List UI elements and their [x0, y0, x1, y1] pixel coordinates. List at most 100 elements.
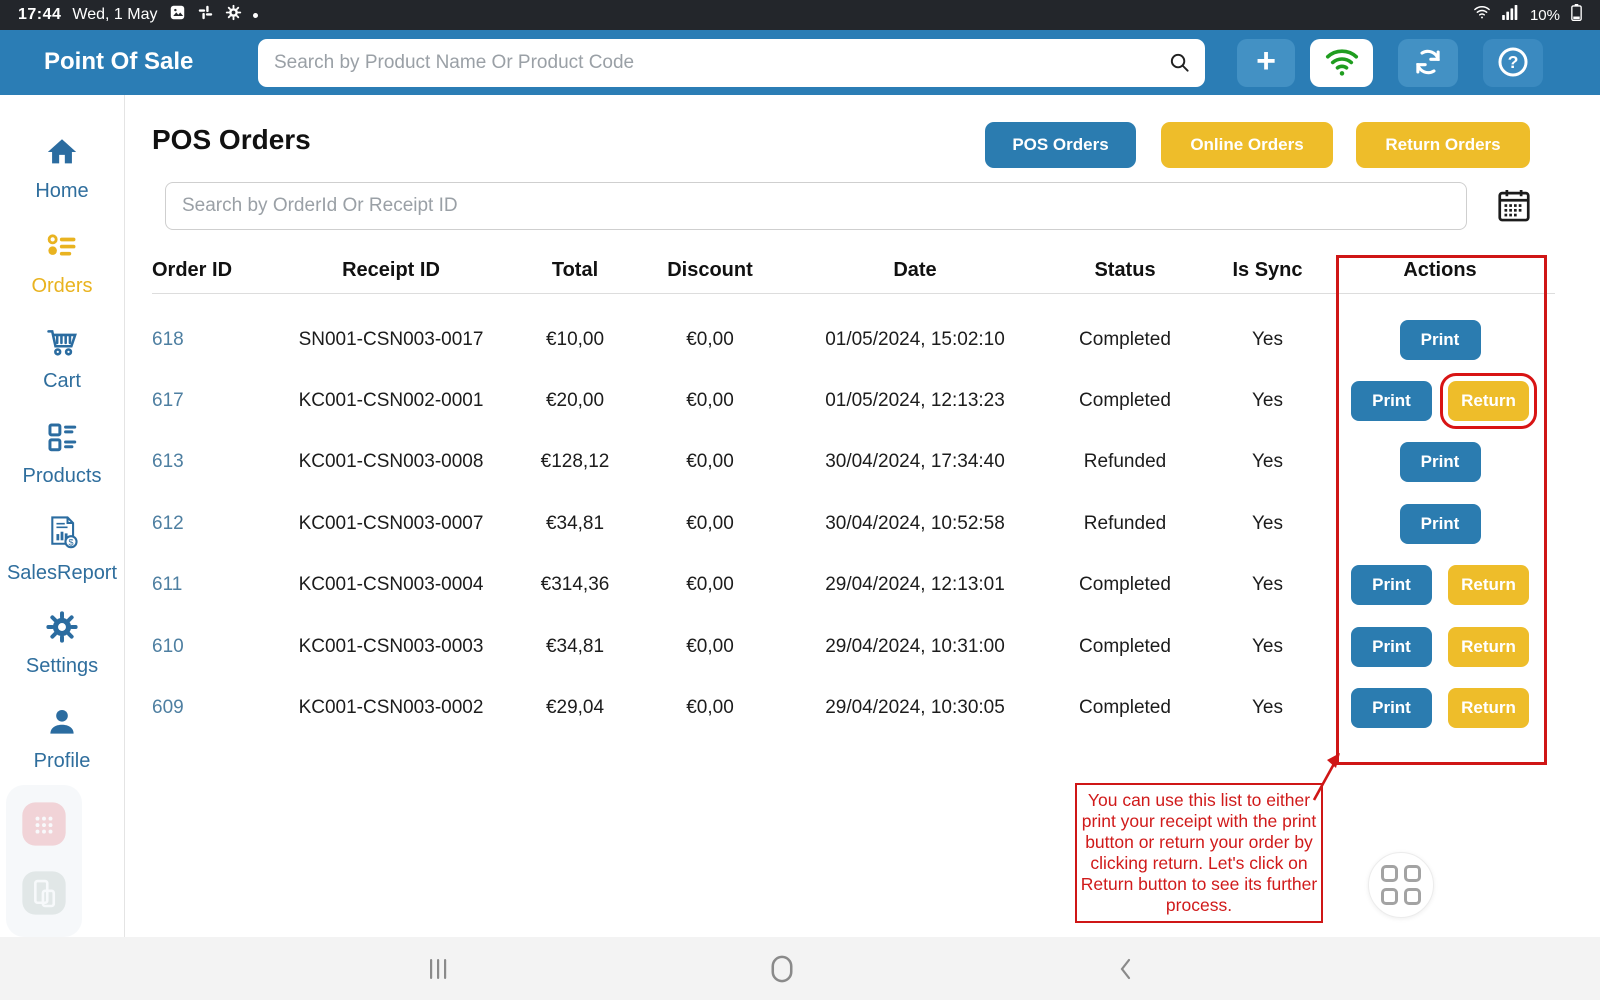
- wifi-green-icon: [1324, 47, 1360, 80]
- add-button[interactable]: +: [1237, 39, 1295, 87]
- tab-return-orders[interactable]: Return Orders: [1356, 122, 1530, 168]
- settings-gear-icon: [45, 610, 79, 649]
- table-row: 618 SN001-CSN003-0017 €10,00 €0,00 01/05/202…: [152, 309, 1555, 370]
- order-id-link[interactable]: 610: [152, 635, 184, 657]
- order-id-link[interactable]: 611: [152, 574, 183, 596]
- order-id-link[interactable]: 618: [152, 328, 184, 350]
- status-date: Wed, 1 May: [72, 6, 158, 23]
- table-row: 612 KC001-CSN003-0007 €34,81 €0,00 30/04/202…: [152, 493, 1555, 554]
- column-header: Order ID: [152, 259, 233, 281]
- sidebar-item-cart[interactable]: Cart: [0, 311, 125, 406]
- battery-icon: [1571, 4, 1582, 26]
- sidebar-label: SalesReport: [6, 561, 118, 584]
- actions-cell: Print: [1325, 442, 1555, 483]
- date-cell: 29/04/2024, 12:13:01: [825, 574, 1005, 596]
- column-header: Receipt ID: [342, 259, 440, 281]
- sidebar-item-orders[interactable]: Orders: [0, 216, 125, 311]
- discount-cell: €0,00: [686, 451, 734, 473]
- column-header: Actions: [1403, 259, 1477, 281]
- status-cell: Completed: [1079, 697, 1171, 719]
- sidebar-item-products[interactable]: Products: [0, 406, 125, 501]
- return-button[interactable]: Return: [1448, 688, 1529, 729]
- sidebar-label: Cart: [43, 369, 81, 392]
- app-header: Point Of Sale + ?: [0, 30, 1600, 95]
- table-header-row: Order ID Receipt ID Total Discount Date Statu…: [152, 248, 1555, 294]
- total-cell: €34,81: [545, 512, 605, 534]
- home-icon: [45, 135, 79, 174]
- table-row: 617 KC001-CSN002-0001 €20,00 €0,00 01/05/202…: [152, 370, 1555, 431]
- battery-percent: 10%: [1529, 6, 1560, 24]
- orders-icon: [45, 230, 79, 269]
- sync-button[interactable]: [1398, 39, 1458, 87]
- print-button[interactable]: Print: [1351, 688, 1432, 729]
- table-row: 610 KC001-CSN003-0003 €34,81 €0,00 29/04/202…: [152, 616, 1555, 677]
- print-button[interactable]: Print: [1399, 442, 1481, 483]
- return-button[interactable]: Return: [1440, 373, 1537, 430]
- sidebar-item-salesreport[interactable]: $ SalesReport: [0, 501, 125, 596]
- order-id-link[interactable]: 617: [152, 390, 184, 412]
- tutorial-note: You can use this list to either print yo…: [1075, 783, 1323, 923]
- total-cell: €20,00: [545, 390, 605, 412]
- recents-button[interactable]: [398, 937, 478, 1000]
- return-button[interactable]: Return: [1448, 626, 1529, 667]
- add-button-label: +: [1256, 42, 1276, 80]
- products-icon: [45, 420, 79, 459]
- back-button[interactable]: [1086, 937, 1166, 1000]
- home-nav-button[interactable]: [742, 937, 822, 1000]
- sidebar-label: Settings: [25, 654, 99, 677]
- actions-cell: Print: [1325, 503, 1555, 544]
- product-search-input[interactable]: [258, 39, 1205, 87]
- wifi-connection-button[interactable]: [1310, 39, 1373, 87]
- actions-cell: Print Return: [1325, 626, 1555, 667]
- sidebar-item-home[interactable]: Home: [0, 121, 125, 216]
- actions-cell: Print: [1325, 319, 1555, 360]
- gear-notification-icon: [225, 4, 242, 26]
- screen-recorder-overlay[interactable]: [6, 785, 82, 937]
- is-sync-cell: Yes: [1252, 574, 1283, 596]
- discount-cell: €0,00: [686, 512, 734, 534]
- print-button[interactable]: Print: [1399, 503, 1481, 544]
- print-button[interactable]: Print: [1351, 381, 1432, 422]
- tab-pos-orders[interactable]: POS Orders: [985, 122, 1136, 168]
- total-cell: €10,00: [545, 328, 605, 350]
- print-button[interactable]: Print: [1351, 626, 1432, 667]
- image-notification-icon: [169, 4, 186, 26]
- date-cell: 30/04/2024, 10:52:58: [825, 512, 1005, 534]
- order-id-link[interactable]: 613: [152, 451, 184, 473]
- floating-grid-button[interactable]: [1368, 852, 1434, 918]
- sidebar-item-profile[interactable]: Profile: [0, 691, 125, 786]
- page-title: POS Orders: [152, 124, 311, 155]
- order-id-link[interactable]: 612: [152, 512, 184, 534]
- recorder-phone-icon[interactable]: [18, 867, 70, 924]
- tab-online-orders[interactable]: Online Orders: [1161, 122, 1333, 168]
- table-row: 609 KC001-CSN003-0002 €29,04 €0,00 29/04/202…: [152, 677, 1555, 738]
- column-header: Status: [1094, 259, 1156, 281]
- print-button[interactable]: Print: [1399, 319, 1481, 360]
- help-button[interactable]: ?: [1483, 39, 1543, 87]
- order-search-input[interactable]: [165, 182, 1467, 230]
- sidebar-label: Orders: [31, 274, 93, 297]
- date-cell: 01/05/2024, 15:02:10: [825, 328, 1005, 350]
- receipt-id-cell: KC001-CSN003-0003: [298, 635, 484, 657]
- sidebar-label: Profile: [33, 749, 91, 772]
- sidebar-item-settings[interactable]: Settings: [0, 596, 125, 691]
- date-cell: 30/04/2024, 17:34:40: [825, 451, 1005, 473]
- is-sync-cell: Yes: [1252, 697, 1283, 719]
- date-cell: 29/04/2024, 10:31:00: [825, 635, 1005, 657]
- cart-icon: [44, 325, 80, 364]
- svg-text:$: $: [68, 537, 73, 547]
- calendar-button[interactable]: [1494, 186, 1534, 226]
- print-button[interactable]: Print: [1351, 565, 1432, 606]
- column-header: Date: [893, 259, 937, 281]
- discount-cell: €0,00: [686, 390, 734, 412]
- order-id-link[interactable]: 609: [152, 697, 184, 719]
- wifi-status-icon: [1473, 5, 1491, 25]
- status-cell: Refunded: [1083, 512, 1167, 534]
- actions-cell: Print Return: [1325, 373, 1555, 430]
- discount-cell: €0,00: [686, 328, 734, 350]
- total-cell: €314,36: [540, 574, 610, 596]
- recorder-keypad-icon[interactable]: [18, 798, 70, 855]
- return-button[interactable]: Return: [1448, 565, 1529, 606]
- signal-bars-icon: [1502, 5, 1519, 25]
